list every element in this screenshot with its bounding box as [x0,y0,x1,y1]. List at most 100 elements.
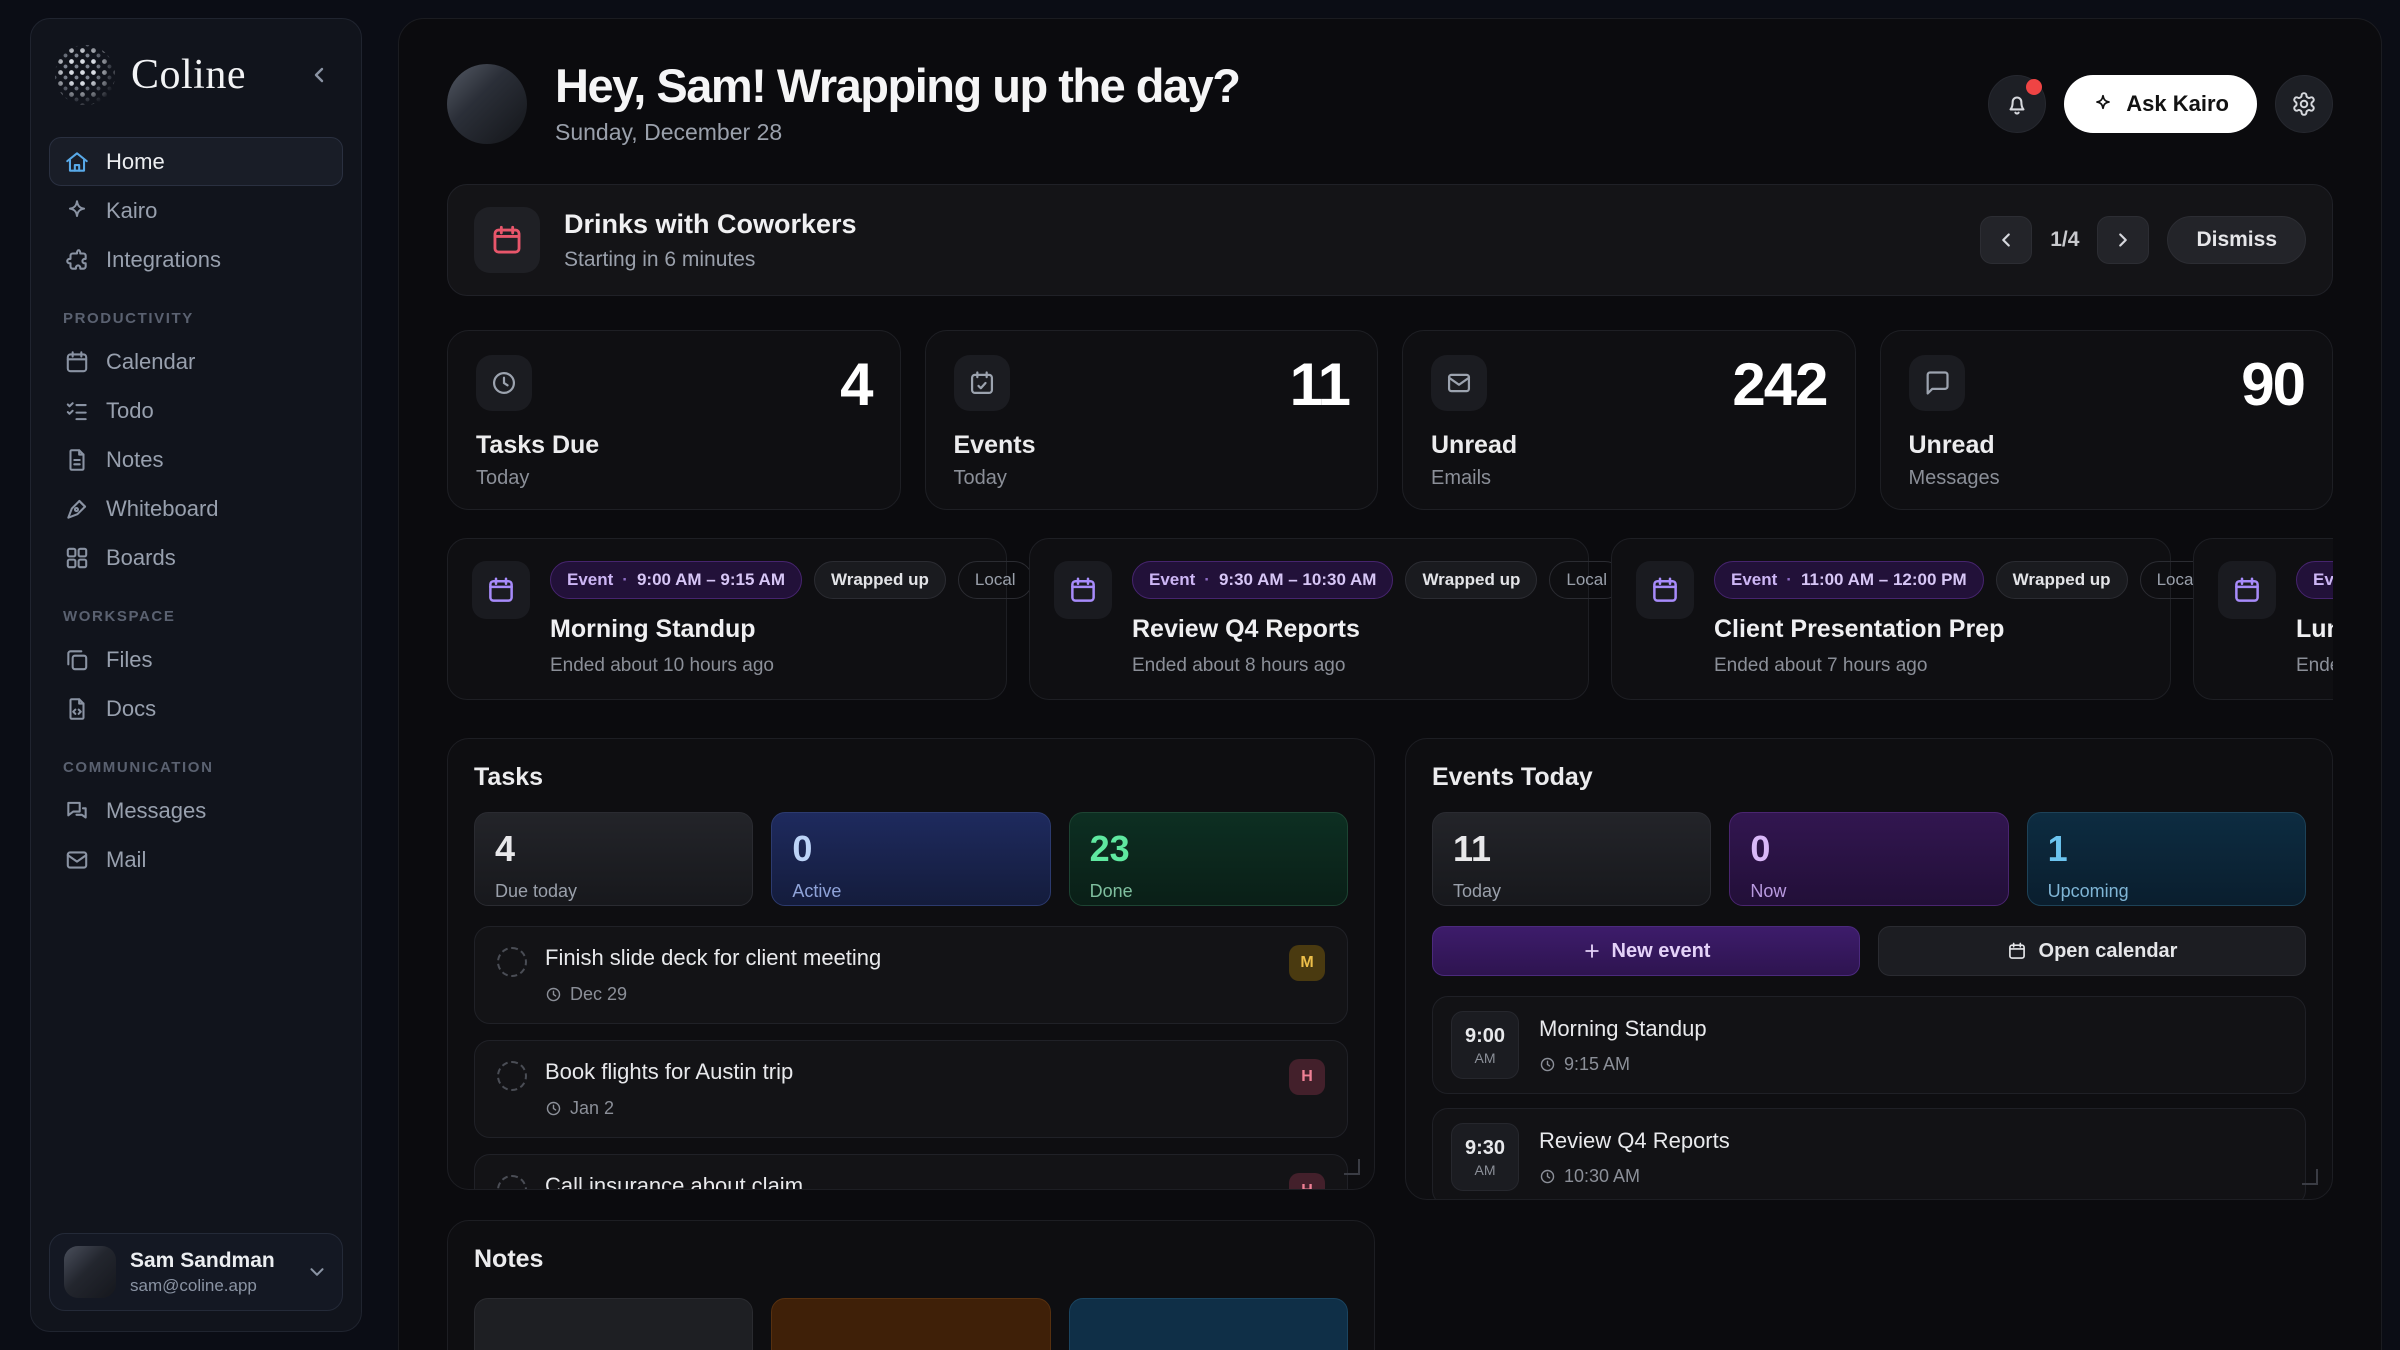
sparkle-icon [2096,94,2111,109]
task-title: Finish slide deck for client meeting [545,945,882,971]
gear-icon [2293,91,2315,116]
notifications-button[interactable] [1988,74,2047,133]
event-time-pill: Event11:00 AM – 12:00 PM [1714,561,1984,600]
event-card[interactable]: Event11:00 AM – 12:00 PM Wrapped up Loca… [1611,538,2215,701]
logo-row: Coline [49,41,343,115]
notes-title: Notes [474,1245,544,1274]
event-card[interactable]: Event12 Lunch Ended about [2193,538,2333,701]
chip-today[interactable]: 11 Today [1432,812,1712,907]
settings-button[interactable] [2275,74,2333,133]
calendar-icon [2218,561,2276,620]
ask-kairo-label: Ask Kairo [2126,90,2229,116]
sidebar-item-notes[interactable]: Notes [49,435,343,484]
scroll-corner [2302,1169,2318,1186]
banner-controls: 1/4 Dismiss [1980,216,2306,265]
sidebar-item-label: Files [106,646,153,672]
chip-now[interactable]: 0 Now [1729,812,2009,907]
banner-dismiss-button[interactable]: Dismiss [2167,216,2306,265]
event-end-time: 10:30 AM [1564,1165,1641,1186]
sidebar-nav: Home Kairo Integrations PRODUCTIVITY Cal… [49,137,343,884]
note-card[interactable] [771,1298,1051,1350]
sidebar-item-files[interactable]: Files [49,635,343,684]
plus-icon [1584,944,1599,959]
task-checkbox[interactable] [497,947,527,978]
stat-card-tasks-due[interactable]: 4 Tasks Due Today [447,330,901,511]
user-menu[interactable]: Sam Sandman sam@coline.app [49,1233,343,1311]
event-card[interactable]: Event9:00 AM – 9:15 AM Wrapped up Local … [447,538,1033,701]
user-email: sam@coline.app [130,1275,257,1295]
event-status-pill: Wrapped up [1405,561,1538,600]
chip-due-today[interactable]: 4 Due today [474,812,754,907]
stat-card-events[interactable]: 11 Events Today [924,330,1378,511]
priority-badge-high: H [1289,1059,1325,1096]
bell-icon [2009,96,2025,115]
sidebar-section-productivity: PRODUCTIVITY [63,310,194,327]
page-titles: Hey, Sam! Wrapping up the day? Sunday, D… [555,59,1241,146]
priority-badge-high: H [1289,1173,1325,1190]
calendar-check-icon [953,355,1010,412]
task-checkbox[interactable] [497,1175,527,1190]
files-icon [64,647,90,673]
user-name: Sam Sandman [130,1248,275,1272]
banner-subtitle: Starting in 6 minutes [564,247,756,271]
sidebar-item-integrations[interactable]: Integrations [49,235,343,284]
banner-prev-button[interactable] [1980,216,2033,265]
event-card-ended: Ended about 7 hours ago [1714,655,1928,677]
chip-done[interactable]: 23 Done [1068,812,1348,907]
sidebar-item-mail[interactable]: Mail [49,835,343,884]
event-list-item[interactable]: 9:00 AM Morning Standup 9:15 AM [1432,996,2306,1095]
note-card[interactable] [474,1298,754,1350]
event-card[interactable]: Event9:30 AM – 10:30 AM Wrapped up Local… [1029,538,1624,701]
notification-dot [2026,78,2043,95]
events-chips: 11 Today 0 Now 1 Upcoming [1432,812,2306,907]
sidebar-item-kairo[interactable]: Kairo [49,186,343,235]
clock-icon [546,1102,561,1116]
task-checkbox[interactable] [497,1061,527,1092]
stat-card-unread-messages[interactable]: 90 Unread Messages [1879,330,2333,511]
sidebar-item-docs[interactable]: Docs [49,684,343,733]
sidebar-collapse-button[interactable] [301,57,337,93]
notes-panel: Notes [447,1220,1375,1350]
event-status-pill: Wrapped up [813,561,946,600]
sidebar-item-label: Kairo [106,197,158,223]
task-row[interactable]: Call insurance about claim H [474,1154,1348,1190]
chip-label: Done [1089,881,1133,902]
sparkle-icon [64,198,90,224]
event-start-time: 9:30 [1464,1136,1506,1159]
sidebar-item-boards[interactable]: Boards [49,533,343,582]
sidebar-item-todo[interactable]: Todo [49,386,343,435]
sidebar-item-label: Calendar [106,348,196,374]
chip-upcoming[interactable]: 1 Upcoming [2026,812,2306,907]
sidebar-item-label: Mail [106,846,147,872]
sidebar-item-calendar[interactable]: Calendar [49,337,343,386]
checklist-icon [64,398,90,424]
doc-code-icon [64,696,90,722]
open-calendar-button[interactable]: Open calendar [1878,926,2306,977]
notes-chips [474,1298,1348,1350]
tasks-panel: Tasks 4 Due today 0 Active 23 Done [447,738,1375,1191]
ask-kairo-button[interactable]: Ask Kairo [2064,74,2257,133]
events-buttons: New event Open calendar [1432,926,2306,977]
page-title: Hey, Sam! Wrapping up the day? [555,59,1241,112]
task-row[interactable]: Book flights for Austin trip Jan 2 H [474,1040,1348,1139]
chip-active[interactable]: 0 Active [771,812,1051,907]
brand-name: Coline [131,52,246,98]
stat-sublabel: Messages [1908,467,2000,490]
stat-sublabel: Today [476,467,530,490]
puzzle-icon [64,247,90,273]
stat-card-unread-emails[interactable]: 242 Unread Emails [1402,330,1856,511]
banner-next-button[interactable] [2097,216,2150,265]
events-strip[interactable]: Event9:00 AM – 9:15 AM Wrapped up Local … [447,538,2333,701]
event-card-title: Morning Standup [550,615,756,644]
sidebar-item-home[interactable]: Home [49,137,343,186]
note-card[interactable] [1068,1298,1348,1350]
event-list-item[interactable]: 9:30 AM Review Q4 Reports 10:30 AM [1432,1108,2306,1200]
task-row[interactable]: Finish slide deck for client meeting Dec… [474,926,1348,1025]
new-event-button[interactable]: New event [1432,926,1860,977]
upcoming-event-banner: Drinks with Coworkers Starting in 6 minu… [447,184,2333,297]
event-meridiem: AM [1474,1161,1496,1178]
sidebar-item-messages[interactable]: Messages [49,786,343,835]
dot-separator [622,570,628,590]
sidebar-item-whiteboard[interactable]: Whiteboard [49,484,343,533]
